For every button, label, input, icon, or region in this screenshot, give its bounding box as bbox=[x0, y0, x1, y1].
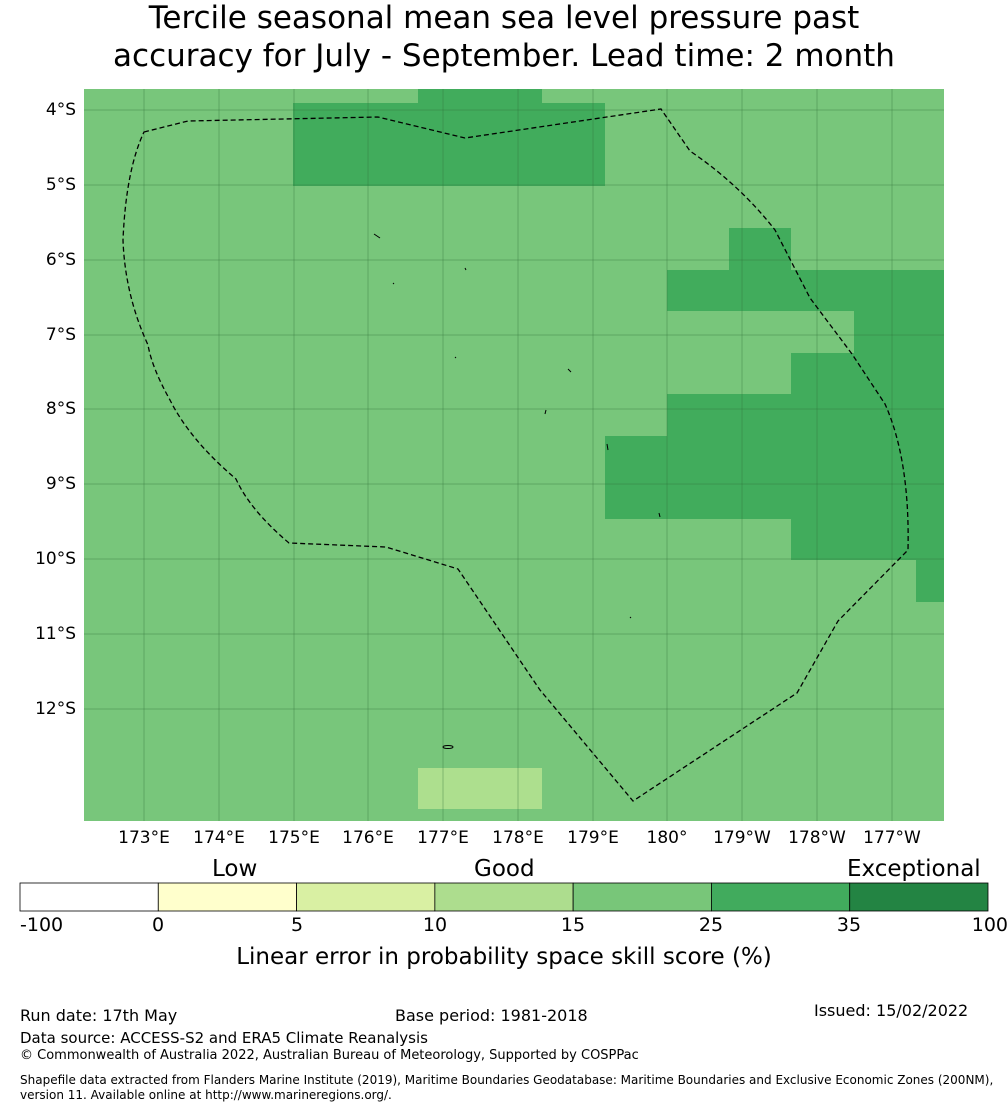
copyright-notice: © Commonwealth of Australia 2022, Austra… bbox=[20, 1048, 639, 1063]
colorbar-segment bbox=[157, 882, 297, 912]
lon-label: 178°W bbox=[788, 828, 846, 848]
colorbar-category-low: Low bbox=[212, 856, 258, 882]
base-period: Base period: 1981-2018 bbox=[395, 1006, 588, 1025]
shapefile-credit-line-2: version 11. Available online at http://w… bbox=[20, 1088, 392, 1102]
lat-label: 4°S bbox=[45, 100, 76, 120]
colorbar bbox=[19, 882, 989, 912]
skill-cell bbox=[667, 270, 944, 311]
colorbar-tick-label: 5 bbox=[290, 914, 304, 936]
lon-label: 179°W bbox=[713, 828, 771, 848]
lon-label: 177°E bbox=[417, 828, 469, 848]
skill-cell-10-15 bbox=[418, 768, 542, 809]
colorbar-tick-label: 25 bbox=[698, 914, 724, 936]
skill-cell bbox=[791, 519, 944, 560]
shapefile-credit-line-1: Shapefile data extracted from Flanders M… bbox=[20, 1073, 994, 1087]
skill-cells-25-35 bbox=[293, 89, 944, 602]
lat-label: 6°S bbox=[45, 250, 76, 270]
map-gridlines bbox=[84, 89, 944, 821]
lon-label: 177°W bbox=[863, 828, 921, 848]
lon-label: 180° bbox=[646, 828, 688, 848]
lat-label: 9°S bbox=[45, 474, 76, 494]
lon-label: 175°E bbox=[268, 828, 320, 848]
colorbar-title: Linear error in probability space skill … bbox=[236, 944, 772, 970]
colorbar-tick-label: 35 bbox=[836, 914, 862, 936]
colorbar-segment bbox=[711, 882, 851, 912]
colorbar-segment bbox=[296, 882, 436, 912]
skill-cell bbox=[293, 103, 605, 186]
lon-label: 173°E bbox=[118, 828, 170, 848]
lat-label: 11°S bbox=[35, 624, 76, 644]
map-title-line-1: Tercile seasonal mean sea level pressure… bbox=[148, 0, 860, 36]
lat-label: 12°S bbox=[35, 699, 76, 719]
eez-boundary bbox=[122, 108, 909, 802]
skill-cell bbox=[418, 89, 542, 103]
colorbar-category-exceptional: Exceptional bbox=[847, 856, 981, 882]
colorbar-segment bbox=[434, 882, 574, 912]
run-date: Run date: 17th May bbox=[20, 1006, 178, 1025]
lat-label: 10°S bbox=[35, 549, 76, 569]
lat-label: 7°S bbox=[45, 325, 76, 345]
lon-label: 174°E bbox=[193, 828, 245, 848]
skill-cell bbox=[916, 560, 944, 602]
colorbar-segment bbox=[19, 882, 159, 912]
colorbar-tick-label: 15 bbox=[560, 914, 586, 936]
colorbar-tick-label: 0 bbox=[151, 914, 165, 936]
skill-cell bbox=[854, 311, 944, 353]
lat-label: 8°S bbox=[45, 399, 76, 419]
colorbar-tick-label: -100 bbox=[20, 914, 64, 936]
colorbar-tick-label: 100 bbox=[971, 914, 1008, 936]
skill-cell bbox=[791, 353, 944, 394]
colorbar-category-good: Good bbox=[474, 856, 535, 882]
colorbar-tick-label: 10 bbox=[422, 914, 448, 936]
colorbar-segment bbox=[572, 882, 712, 912]
colorbar-segment bbox=[849, 882, 989, 912]
skill-cell bbox=[605, 436, 944, 519]
map-title-line-2: accuracy for July - September. Lead time… bbox=[113, 38, 895, 74]
lat-label: 5°S bbox=[45, 175, 76, 195]
data-source: Data source: ACCESS-S2 and ERA5 Climate … bbox=[20, 1029, 428, 1047]
issued-date: Issued: 15/02/2022 bbox=[814, 1001, 969, 1020]
islands bbox=[373, 233, 661, 749]
skill-cell bbox=[729, 228, 791, 270]
lon-label: 178°E bbox=[492, 828, 544, 848]
lon-label: 176°E bbox=[342, 828, 394, 848]
lon-label: 179°E bbox=[567, 828, 619, 848]
skill-cell bbox=[667, 394, 944, 436]
